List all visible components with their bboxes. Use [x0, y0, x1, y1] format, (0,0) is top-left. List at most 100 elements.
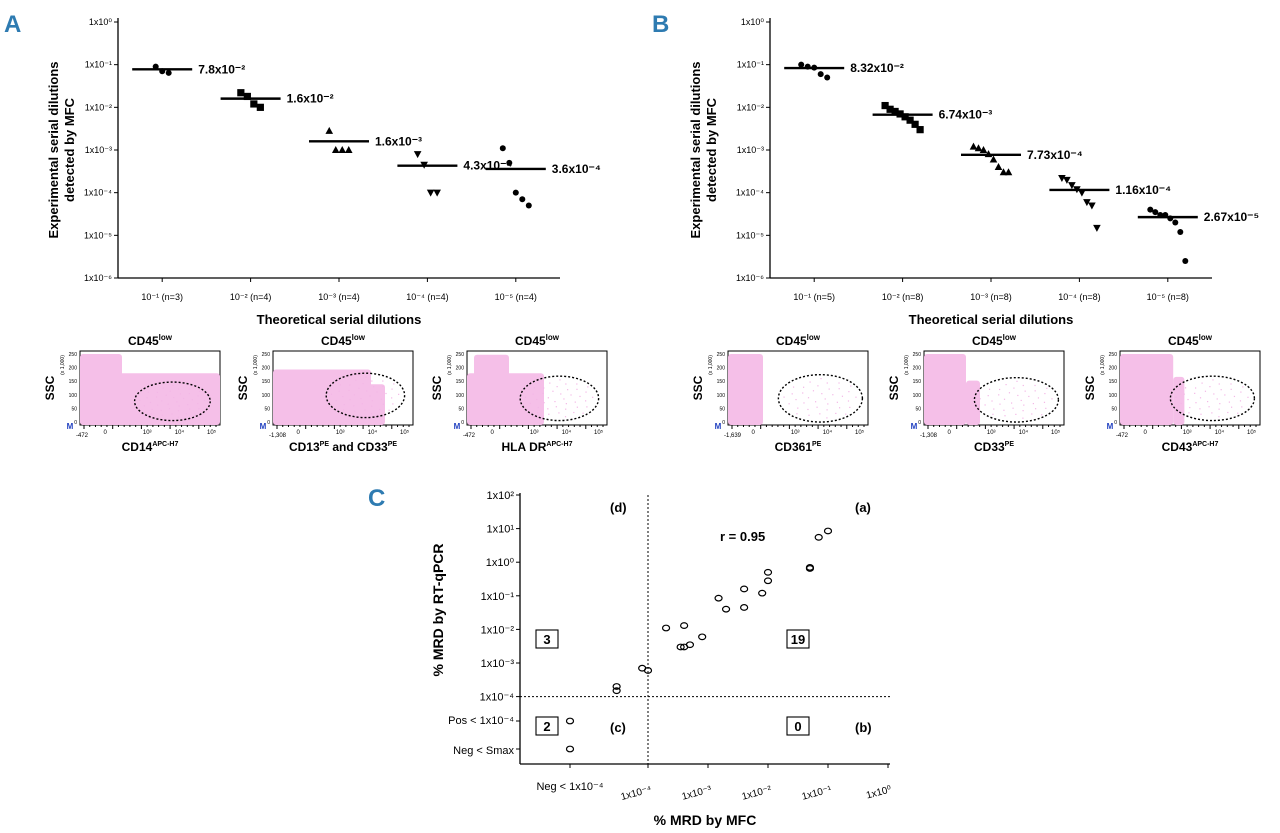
y-tick-label: 1x10⁻⁵: [84, 230, 112, 240]
event-dot: [543, 387, 545, 389]
event-dot: [168, 408, 171, 410]
data-point: [344, 146, 353, 153]
quadrant-label-d: (d): [610, 500, 627, 515]
event-dot: [361, 403, 363, 405]
x-tick-label: 10⁻² (n=8): [882, 292, 924, 302]
event-dot: [532, 393, 534, 395]
event-dot: [343, 403, 345, 406]
x-tick-label: 10⁻³ (n=8): [970, 292, 1012, 302]
data-point: [896, 110, 904, 118]
event-dot: [529, 402, 531, 405]
flow-y-tick: 50: [1111, 406, 1117, 412]
data-point: [1083, 199, 1091, 207]
event-dot: [824, 398, 826, 400]
data-point: [338, 146, 347, 153]
median-label: 1.6x10⁻³: [375, 134, 422, 148]
data-point: [714, 594, 723, 602]
gate-ellipse: [973, 376, 1060, 423]
y-tick-label: 1x10⁻¹: [85, 60, 112, 70]
x-tick-label: 10⁻¹ (n=5): [793, 292, 835, 302]
event-dot: [198, 408, 200, 410]
flow-y-label: SSC: [1083, 375, 1097, 400]
flow-y-tick: 150: [913, 379, 922, 385]
data-point: [512, 189, 519, 196]
event-dot: [1218, 408, 1220, 410]
event-dot: [999, 403, 1001, 405]
event-dot: [847, 400, 850, 402]
flow-x-decade: 10⁵: [1051, 429, 1061, 436]
flow-title-main: CD45: [1168, 334, 1199, 348]
event-dot: [1195, 402, 1197, 404]
gate-marker-m: M: [454, 422, 461, 431]
event-dot: [558, 412, 560, 414]
flow-x-decade: 10⁵: [207, 429, 217, 436]
flow-y-scale: (x 1,000): [253, 355, 259, 375]
flow-x-marker: -1,308: [269, 433, 287, 439]
event-dot: [1224, 394, 1226, 396]
data-point: [698, 633, 707, 641]
data-point: [823, 527, 833, 535]
data-point: [1068, 182, 1076, 190]
data-point: [680, 622, 689, 629]
event-dot: [826, 382, 828, 384]
x-tick-label: 1x10⁻⁴: [620, 784, 653, 803]
flow-y-tick: 100: [913, 393, 922, 399]
event-dot: [536, 412, 539, 414]
event-dot: [371, 380, 373, 382]
event-dot: [850, 385, 852, 387]
event-dot: [1005, 383, 1007, 386]
data-point: [1078, 189, 1086, 197]
quadrant-count-box: [786, 716, 810, 736]
event-dot: [838, 407, 841, 409]
event-dot: [1195, 387, 1197, 389]
data-point: [740, 585, 749, 593]
event-dot: [150, 413, 152, 415]
flow-title-sup: low: [546, 333, 560, 342]
data-point: [565, 745, 575, 753]
event-dot: [827, 403, 829, 405]
flow-title-main: CD45: [972, 334, 1003, 348]
flow-y-tick: 0: [1114, 420, 1117, 426]
data-point: [680, 643, 689, 651]
data-point: [433, 189, 441, 197]
event-dot: [1218, 383, 1220, 385]
event-dot: [803, 386, 805, 388]
y-tick-label: 1x10⁰: [89, 17, 113, 27]
event-dot: [992, 413, 994, 415]
flow-x-label: CD14APC-H7: [122, 440, 179, 454]
flow-y-label: SSC: [43, 375, 57, 400]
event-dot: [183, 397, 185, 400]
data-point: [891, 107, 899, 116]
event-dot: [821, 393, 823, 395]
event-dot: [812, 390, 815, 392]
event-dot: [855, 396, 857, 398]
event-dot: [1230, 383, 1232, 385]
event-dot: [1199, 397, 1202, 399]
event-dot: [1034, 408, 1037, 410]
data-point: [974, 144, 983, 152]
x-tick-label: 10⁻⁴ (n=8): [1058, 292, 1100, 302]
event-dot: [1031, 413, 1033, 415]
event-dot: [537, 406, 539, 409]
flow-y-tick: 0: [267, 420, 270, 426]
median-label: 1.16x10⁻⁴: [1115, 183, 1171, 197]
event-dot: [1228, 401, 1230, 403]
data-point: [886, 105, 894, 113]
data-point: [525, 202, 532, 209]
event-dot: [592, 396, 594, 398]
y-tick-label: 1x10⁰: [486, 557, 515, 569]
flow-x-label-main: CD33: [974, 440, 1005, 454]
gate-marker-m: M: [1107, 422, 1114, 431]
flow-x-decade: 10⁴: [368, 429, 378, 436]
flow-y-tick: 50: [71, 406, 77, 412]
flow-x-label-sup: PE: [1005, 441, 1015, 448]
data-point: [901, 113, 909, 121]
event-dot: [1004, 415, 1006, 417]
event-dot: [795, 398, 797, 401]
flow-y-tick: 200: [717, 366, 726, 372]
event-dot: [1011, 402, 1013, 404]
event-cloud: [728, 353, 763, 425]
flow-title-main: CD45: [321, 334, 352, 348]
event-dot: [330, 393, 333, 395]
